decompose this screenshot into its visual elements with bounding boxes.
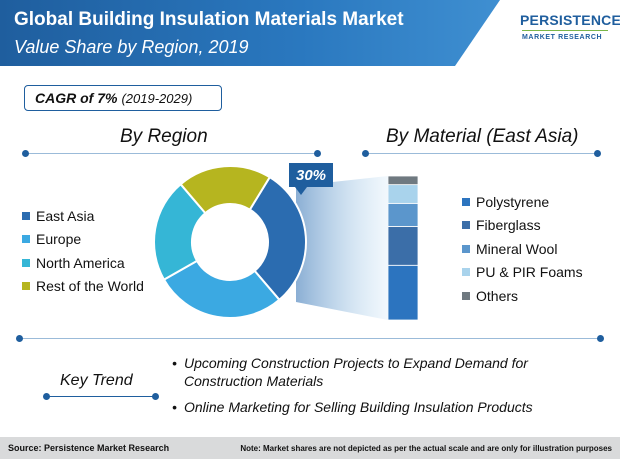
stack-segment-pu-pir-foams xyxy=(388,184,418,204)
key-trend-dot-right xyxy=(152,393,159,400)
donut-slice-europe xyxy=(162,259,281,319)
material-rule-dot-left xyxy=(362,150,369,157)
legend-item-rest-of-the-world: Rest of the World xyxy=(22,275,144,299)
material-legend-item-others: Others xyxy=(462,284,583,308)
bullet-icon: • xyxy=(172,399,177,415)
key-trend-list: • Upcoming Construction Projects to Expa… xyxy=(172,354,602,424)
legend-swatch xyxy=(462,244,470,253)
legend-label: Polystyrene xyxy=(476,193,550,210)
trend-item: • Upcoming Construction Projects to Expa… xyxy=(172,354,602,390)
material-heading-rule xyxy=(366,153,598,154)
logo: PERSISTENCE MARKET RESEARCH xyxy=(520,12,620,60)
material-legend-item-fiberglass: Fiberglass xyxy=(462,214,583,238)
bottom-divider xyxy=(20,338,600,339)
chart-title: Global Building Insulation Materials Mar… xyxy=(14,9,404,30)
legend-label: Mineral Wool xyxy=(476,240,558,257)
beam-shape xyxy=(296,176,388,320)
header-band xyxy=(0,0,500,66)
region-heading: By Region xyxy=(120,126,208,147)
cagr-value: CAGR of 7% xyxy=(35,90,118,106)
footer-bar: Source: Persistence Market Research Note… xyxy=(0,437,620,459)
logo-divider xyxy=(522,30,608,31)
region-legend: East Asia Europe North America Rest of the … xyxy=(22,204,144,298)
region-heading-rule xyxy=(26,153,318,154)
material-legend-item-polystyrene: Polystyrene xyxy=(462,190,583,214)
material-rule-dot-right xyxy=(594,150,601,157)
stack-segment-polystyrene xyxy=(388,264,418,320)
legend-swatch xyxy=(462,291,470,300)
key-trend-label: Key Trend xyxy=(60,372,133,389)
material-legend-item-pu-pir-foams: PU & PIR Foams xyxy=(462,261,583,285)
trend-item: • Online Marketing for Selling Building … xyxy=(172,398,602,416)
legend-label: Rest of the World xyxy=(36,278,144,295)
east-asia-callout: 30% xyxy=(289,163,333,195)
legend-swatch xyxy=(462,268,470,277)
legend-swatch xyxy=(22,258,30,267)
legend-swatch xyxy=(462,197,470,206)
stack-segment-others xyxy=(388,176,418,186)
logo-tagline: MARKET RESEARCH xyxy=(522,34,603,41)
material-stacked-bar xyxy=(388,176,418,320)
legend-label: North America xyxy=(36,254,125,271)
material-legend: Polystyrene Fiberglass Mineral Wool PU & PI… xyxy=(462,190,583,308)
legend-swatch xyxy=(22,211,30,220)
legend-label: PU & PIR Foams xyxy=(476,264,583,281)
region-rule-dot-right xyxy=(314,150,321,157)
trend-text: Online Marketing for Selling Building In… xyxy=(184,399,533,415)
legend-swatch xyxy=(22,235,30,244)
donut-slice-east-asia xyxy=(248,175,307,302)
legend-item-east-asia: East Asia xyxy=(22,204,144,228)
stack-segment-mineral-wool xyxy=(388,202,418,227)
legend-label: Others xyxy=(476,287,519,304)
material-heading: By Material (East Asia) xyxy=(386,126,579,147)
donut-slice-rest-of-the-world xyxy=(179,165,272,215)
logo-name: PERSISTENCE xyxy=(520,12,620,28)
footer-source: Source: Persistence Market Research xyxy=(8,443,170,453)
legend-swatch xyxy=(22,282,30,291)
legend-label: East Asia xyxy=(36,207,95,224)
legend-label: Europe xyxy=(36,231,82,248)
trend-text: Upcoming Construction Projects to Expand… xyxy=(184,355,528,389)
region-donut-chart xyxy=(153,165,307,319)
legend-item-europe: Europe xyxy=(22,228,144,252)
chart-subtitle: Value Share by Region, 2019 xyxy=(14,37,249,57)
region-rule-dot-left xyxy=(22,150,29,157)
footer-note: Note: Market shares are not depicted as … xyxy=(240,443,612,453)
key-trend-underline xyxy=(46,396,156,397)
legend-swatch xyxy=(462,221,470,230)
legend-item-north-america: North America xyxy=(22,251,144,275)
stack-segment-fiberglass xyxy=(388,226,418,266)
cagr-badge: CAGR of 7% (2019-2029) xyxy=(24,85,222,111)
material-legend-item-mineral-wool: Mineral Wool xyxy=(462,237,583,261)
cagr-period: (2019-2029) xyxy=(121,90,193,106)
bottom-rule-dot-right xyxy=(597,335,604,342)
key-trend-dot-left xyxy=(43,393,50,400)
bottom-rule-dot-left xyxy=(16,335,23,342)
key-trend-box: Key Trend xyxy=(43,365,159,400)
legend-label: Fiberglass xyxy=(476,217,541,234)
bullet-icon: • xyxy=(172,355,177,371)
